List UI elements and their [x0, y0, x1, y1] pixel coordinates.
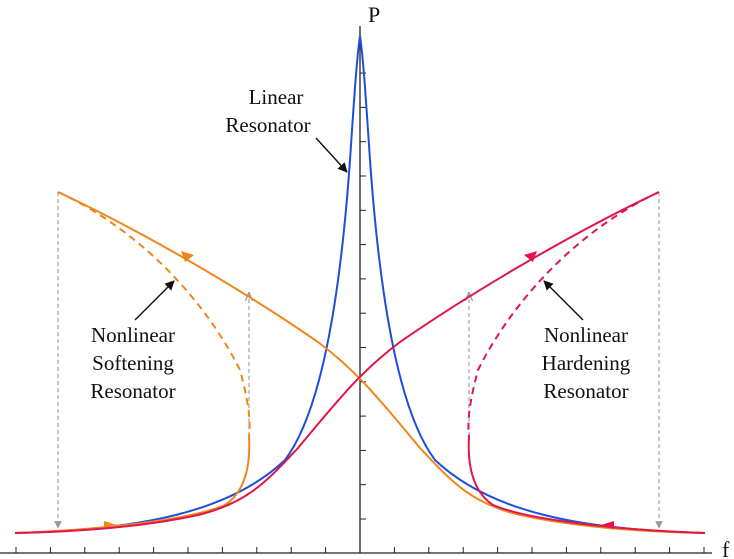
annotation-pointers: [134, 137, 584, 321]
softening-flow-arrow-upper: [181, 251, 194, 262]
y-axis-label: P: [368, 2, 380, 27]
softening-flow-arrow-lower: [104, 521, 117, 529]
softening-unstable-branch: [57, 191, 251, 437]
linear-label-line-1: Linear: [249, 85, 304, 109]
hardening-unstable-branch: [467, 191, 660, 437]
hardening-label-line-2: Hardening: [542, 351, 631, 375]
hardening-lower-branch: [467, 435, 706, 534]
x-axis-label: f: [722, 537, 730, 559]
softening-label-line-2: Softening: [92, 351, 174, 375]
softening-upper-branch: [57, 191, 706, 534]
y-axis-ticks: [360, 72, 366, 520]
hardening-label-line-1: Nonlinear: [544, 323, 628, 347]
linear-pointer: [315, 137, 348, 173]
linear-label: Linear Resonator: [225, 85, 310, 137]
hardening-flow-arrow-upper: [524, 251, 537, 262]
hardening-flow-arrow-lower: [601, 521, 614, 529]
softening-label-line-1: Nonlinear: [91, 323, 175, 347]
hardening-resonator: [14, 191, 706, 534]
softening-lower-branch: [14, 435, 251, 534]
softening-label-line-3: Resonator: [90, 379, 175, 403]
softening-pointer: [134, 280, 175, 321]
softening-resonator: [14, 191, 706, 534]
linear-resonator-curve: [14, 35, 706, 534]
hardening-upper-branch: [14, 191, 660, 534]
softening-label: Nonlinear Softening Resonator: [90, 323, 175, 403]
linear-label-line-2: Resonator: [225, 113, 310, 137]
hardening-pointer: [543, 280, 584, 321]
x-axis-ticks: [15, 547, 705, 553]
hardening-label: Nonlinear Hardening Resonator: [542, 323, 631, 403]
hardening-label-line-3: Resonator: [543, 379, 628, 403]
